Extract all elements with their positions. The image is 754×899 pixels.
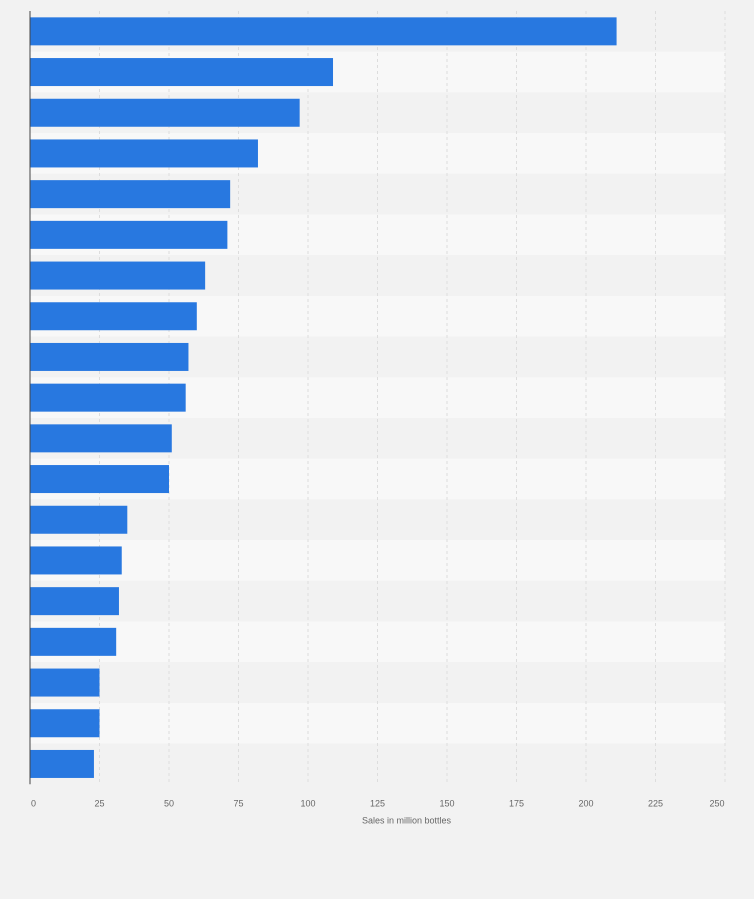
bar <box>30 709 100 738</box>
bars <box>30 17 617 778</box>
x-tick-label: 75 <box>233 798 243 808</box>
x-axis-title: Sales in million bottles <box>362 815 452 825</box>
x-tick-label: 200 <box>578 798 593 808</box>
bar <box>30 139 258 168</box>
bar <box>30 465 169 494</box>
x-tick-label: 0 <box>31 798 36 808</box>
x-tick-label: 250 <box>709 798 724 808</box>
bar <box>30 668 100 697</box>
bar <box>30 98 300 127</box>
bar <box>30 505 128 534</box>
bar <box>30 17 617 46</box>
bar <box>30 587 119 616</box>
bar <box>30 261 206 290</box>
x-tick-label: 150 <box>439 798 454 808</box>
bar <box>30 749 94 778</box>
bar <box>30 383 186 412</box>
bar <box>30 302 197 331</box>
bar <box>30 546 122 575</box>
x-tick-label: 50 <box>164 798 174 808</box>
x-tick-label: 175 <box>509 798 524 808</box>
x-tick-label: 125 <box>370 798 385 808</box>
bar <box>30 180 231 209</box>
x-tick-label: 100 <box>300 798 315 808</box>
x-axis-ticks: 0 25 50 75 100 125 150 175 200 225 250 <box>31 798 725 808</box>
x-tick-label: 25 <box>94 798 104 808</box>
bar <box>30 220 228 249</box>
x-tick-label: 225 <box>648 798 663 808</box>
bar <box>30 58 334 87</box>
bar <box>30 627 117 656</box>
bar <box>30 424 172 453</box>
bar <box>30 342 189 371</box>
